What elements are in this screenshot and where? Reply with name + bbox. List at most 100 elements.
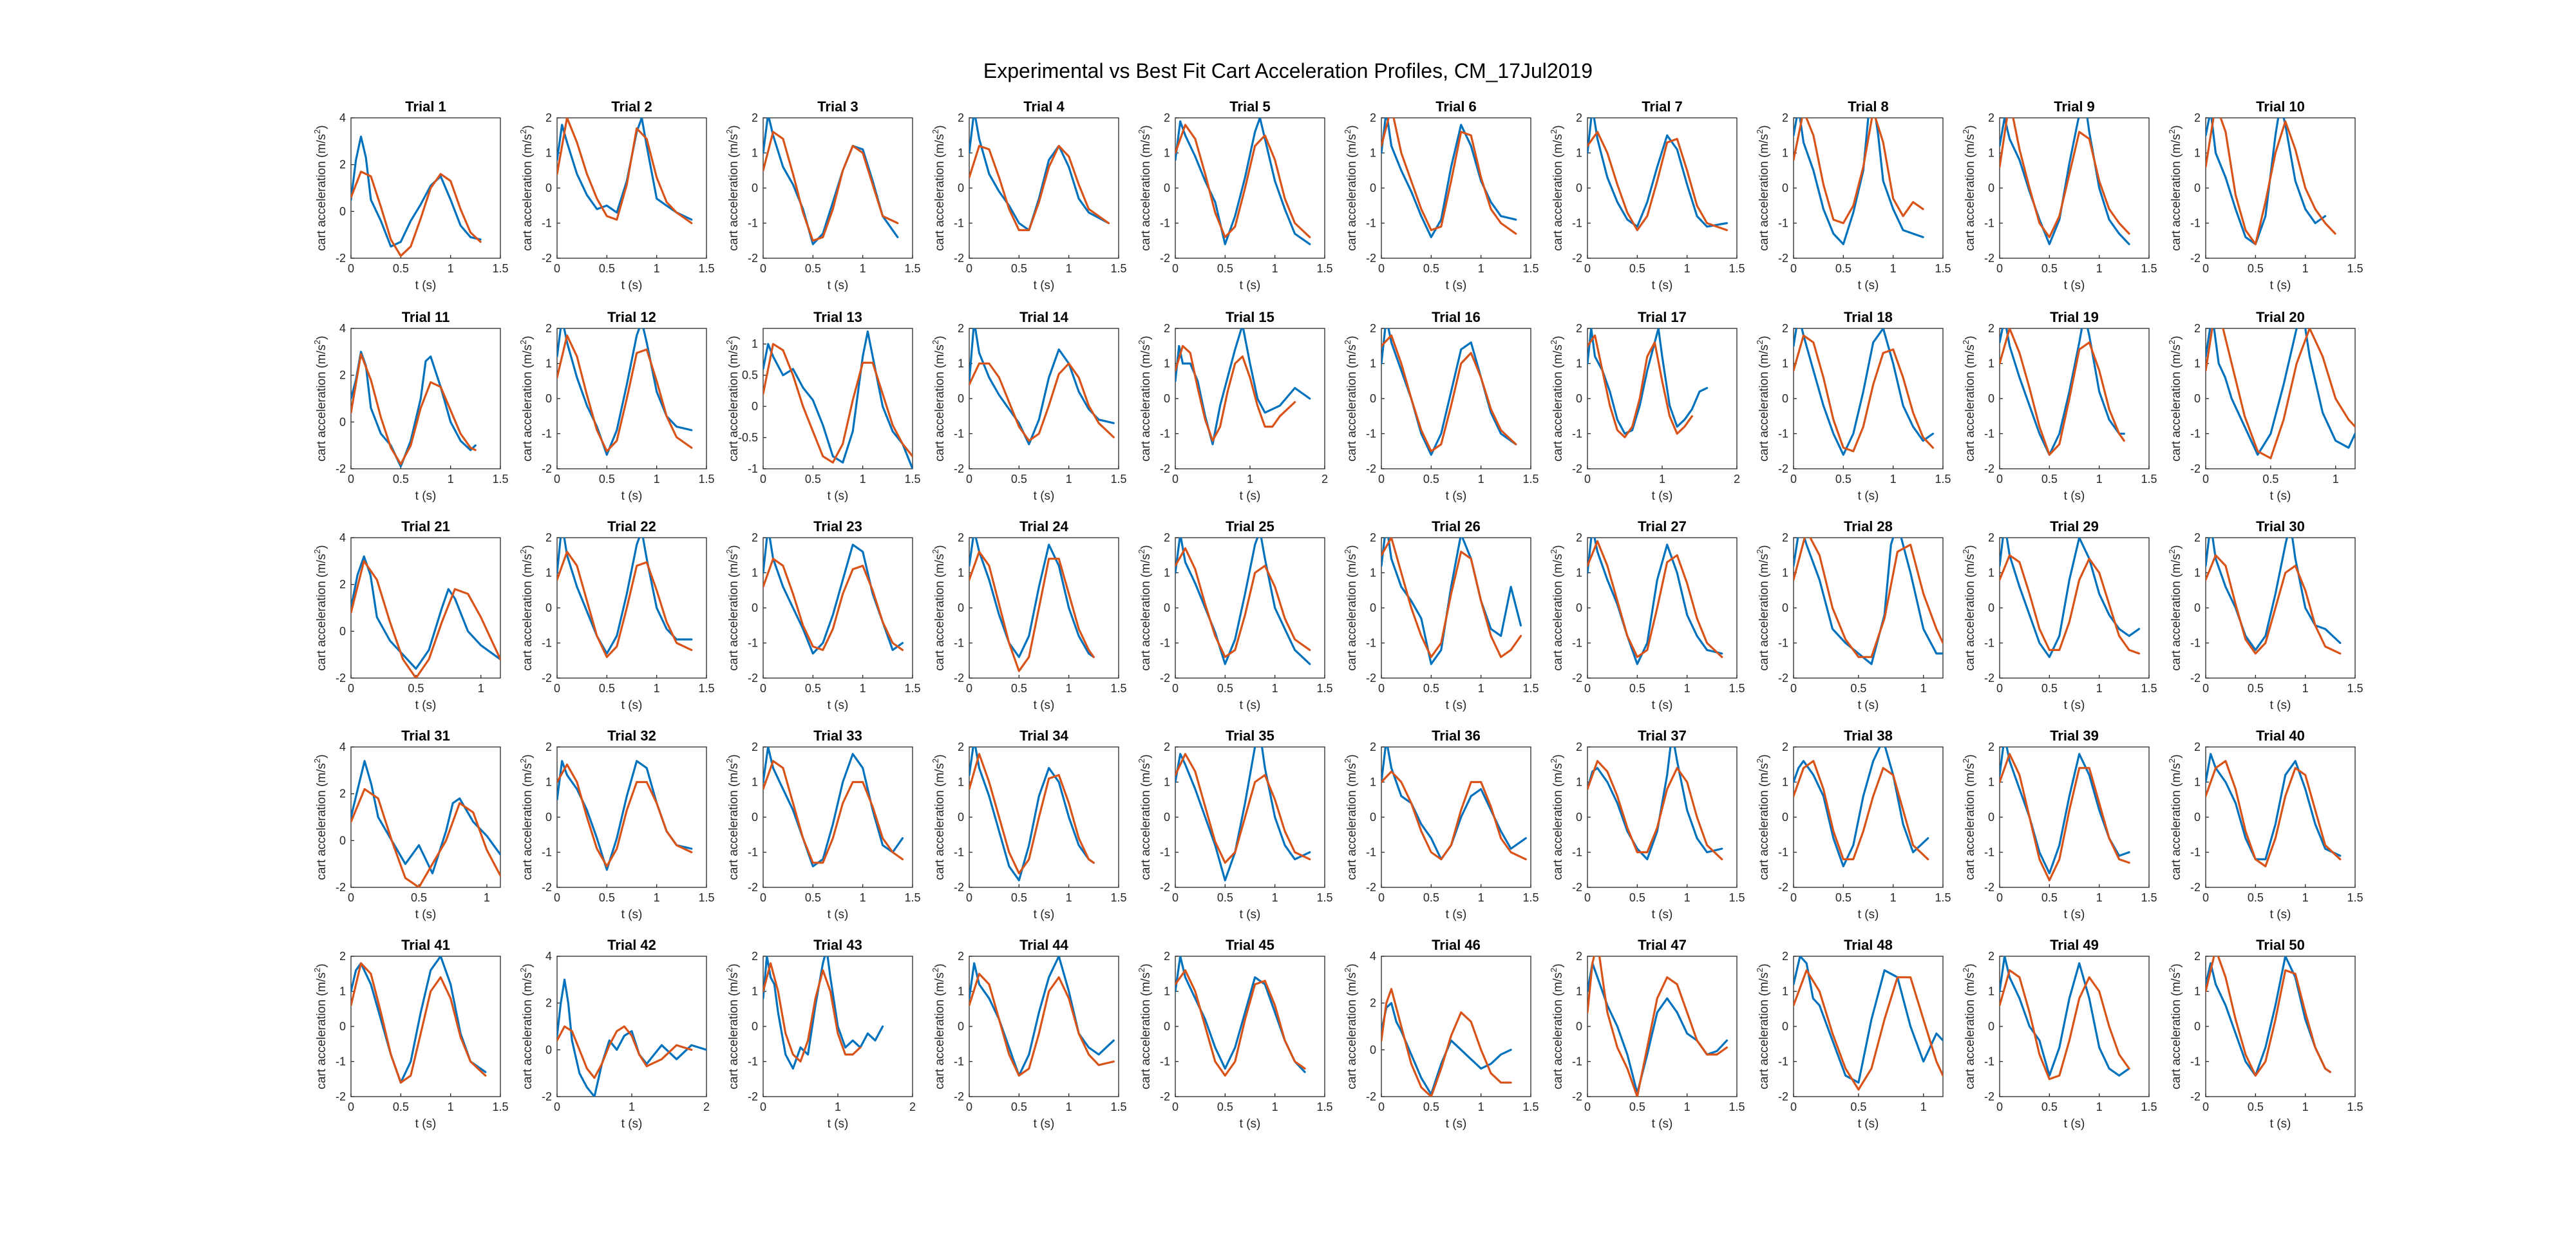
best-fit-series-line <box>763 131 899 242</box>
axes-frame <box>350 746 501 888</box>
x-tick-label: 0 <box>760 473 766 486</box>
y-axis-label: cart acceleration (m/s2) <box>1755 963 1771 1089</box>
axes-frame <box>1175 956 1325 1097</box>
axes-frame <box>969 746 1119 888</box>
subplot-title: Trial 39 <box>2050 728 2099 744</box>
subplot-title: Trial 41 <box>401 937 450 953</box>
x-tick-label: 1 <box>2302 262 2309 275</box>
y-tick-label: 2 <box>2194 741 2201 753</box>
subplot-trial-23: 0 0.5 1 1.5 -2 -1 0 1 2 Trial 23 t (s) cart acceler… <box>724 518 921 712</box>
y-axis-label: cart acceleration (m/s2) <box>1755 125 1771 250</box>
x-tick-label: 1 <box>1066 262 1072 275</box>
axes-frame <box>556 746 707 888</box>
y-tick-label: 1 <box>1576 147 1582 160</box>
best-fit-series-line <box>1587 760 1723 861</box>
y-tick-label: -1 <box>748 637 758 650</box>
x-tick-label: 0 <box>1584 1100 1591 1113</box>
y-tick-label: 1 <box>1576 567 1582 580</box>
y-axis-label: cart acceleration (m/s2) <box>1549 754 1565 880</box>
y-tick-label: 0 <box>1576 1020 1582 1033</box>
subplot-trial-14: 0 0.5 1 1.5 -2 -1 0 1 2 Trial 14 t (s) cart acceler… <box>931 309 1127 503</box>
y-tick-label: 1 <box>1988 985 1994 998</box>
best-fit-series-line <box>2000 328 2125 456</box>
x-tick-label: 1.5 <box>1110 682 1126 695</box>
x-tick-label: 0 <box>348 1100 354 1113</box>
best-fit-series-line <box>969 551 1095 672</box>
subplot-title: Trial 32 <box>607 728 656 744</box>
y-tick-label: 2 <box>958 741 964 753</box>
x-tick-label: 1 <box>2333 473 2339 486</box>
x-tick-label: 1.5 <box>1728 1100 1745 1113</box>
x-tick-label: 1.5 <box>904 682 920 695</box>
best-fit-series-line <box>2206 328 2355 460</box>
x-tick-label: 0.5 <box>805 262 821 275</box>
subplot-trial-33: 0 0.5 1 1.5 -2 -1 0 1 2 Trial 33 t (s) cart acceler… <box>724 728 921 921</box>
y-tick-label: 2 <box>958 950 964 963</box>
x-tick-label: 1 <box>1272 1100 1278 1113</box>
y-tick-label: 1 <box>2194 567 2201 580</box>
y-tick-label: 2 <box>339 158 346 171</box>
y-tick-label: 1 <box>1782 985 1788 998</box>
y-tick-label: 1 <box>1370 357 1376 370</box>
y-axis-label: cart acceleration (m/s2) <box>931 963 947 1089</box>
y-tick-label: -2 <box>954 1090 964 1103</box>
x-tick-label: 1 <box>654 682 660 695</box>
x-tick-label: 0 <box>966 891 972 904</box>
x-tick-label: 1 <box>860 473 866 486</box>
x-axis-label: t (s) <box>1034 489 1055 503</box>
x-tick-label: 1 <box>2302 891 2309 904</box>
x-tick-label: 0 <box>966 262 972 275</box>
y-axis-label: cart acceleration (m/s2) <box>1137 125 1153 250</box>
subplot-trial-16: 0 0.5 1 1.5 -2 -1 0 1 2 Trial 16 t (s) cart acceler… <box>1343 309 1539 503</box>
x-tick-label: 0 <box>1790 1100 1797 1113</box>
y-tick-label: 2 <box>1782 531 1788 544</box>
x-tick-label: 1.5 <box>1935 891 1951 904</box>
x-axis-label: t (s) <box>1652 1117 1673 1131</box>
y-axis-label: cart acceleration (m/s2) <box>1961 335 1977 461</box>
y-axis-label: cart acceleration (m/s2) <box>1755 335 1771 461</box>
subplot-title: Trial 21 <box>401 518 450 534</box>
experimental-series-line <box>1794 538 1943 665</box>
y-tick-label: 2 <box>2194 322 2201 335</box>
best-fit-series-line <box>1381 334 1517 453</box>
subplot-title: Trial 42 <box>607 937 656 953</box>
y-tick-label: -1 <box>542 428 552 440</box>
x-axis-label: t (s) <box>621 699 643 712</box>
y-axis-label: cart acceleration (m/s2) <box>1137 963 1153 1089</box>
x-axis-label: t (s) <box>1652 699 1673 712</box>
y-tick-label: -1 <box>2190 637 2201 650</box>
x-tick-label: 1 <box>1659 473 1665 486</box>
y-tick-label: -1 <box>748 462 758 475</box>
x-axis-label: t (s) <box>828 489 849 503</box>
experimental-series-line <box>763 118 899 245</box>
y-axis-label: cart acceleration (m/s2) <box>931 545 947 670</box>
x-tick-label: 0 <box>2202 1100 2209 1113</box>
x-tick-label: 1.5 <box>904 891 920 904</box>
axes-frame <box>556 537 707 679</box>
x-tick-label: 0.5 <box>1011 473 1027 486</box>
best-fit-series-line <box>969 753 1095 874</box>
x-tick-label: 1.5 <box>1110 1100 1126 1113</box>
y-tick-label: -2 <box>954 881 964 894</box>
y-tick-label: -1 <box>1984 428 1994 440</box>
y-tick-label: -2 <box>748 881 758 894</box>
axes-frame <box>350 117 501 259</box>
y-axis-label: cart acceleration (m/s2) <box>1961 125 1977 250</box>
y-tick-label: -2 <box>2190 881 2201 894</box>
y-tick-label: 2 <box>1370 111 1376 124</box>
y-tick-label: 2 <box>1370 741 1376 753</box>
x-tick-label: 0 <box>1172 682 1179 695</box>
y-axis-label: cart acceleration (m/s2) <box>1343 335 1359 461</box>
y-tick-label: -2 <box>2190 252 2201 265</box>
subplot-trial-44: 0 0.5 1 1.5 -2 -1 0 1 2 Trial 44 t (s) cart acceler… <box>931 937 1127 1131</box>
y-tick-label: 1 <box>1988 357 1994 370</box>
best-fit-series-line <box>1794 334 1935 453</box>
x-tick-label: 0.5 <box>1217 262 1233 275</box>
experimental-series-line <box>2000 328 2125 456</box>
y-tick-label: 1 <box>545 776 552 789</box>
best-fit-series-line <box>557 763 693 867</box>
subplot-title: Trial 50 <box>2256 937 2305 953</box>
x-tick-label: 0.5 <box>1423 1100 1439 1113</box>
y-tick-label: 2 <box>1164 950 1170 963</box>
